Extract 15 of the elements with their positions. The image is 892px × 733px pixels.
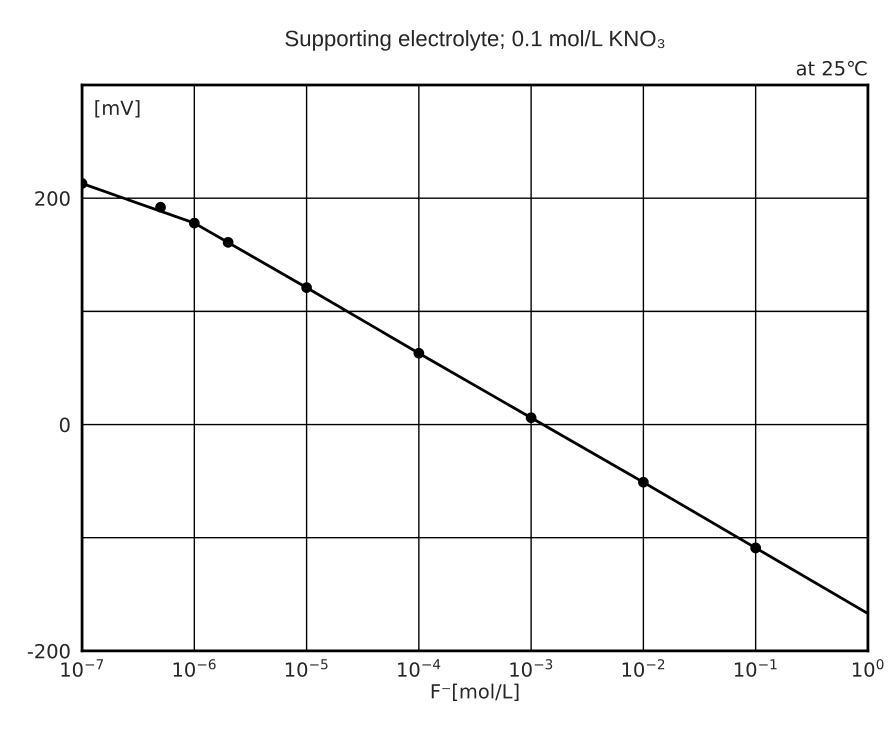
- text: at 25℃: [796, 60, 867, 76]
- y-tick-label: -200: [28, 644, 70, 659]
- y-axis-title: [mV]: [95, 100, 140, 118]
- y-tick-label: 0: [60, 418, 70, 432]
- chart-title: Supporting electrolyte; 0.1 mol/L KNO₃: [285, 30, 664, 51]
- x-tick-label: 10$^{−3}$: [510, 659, 552, 677]
- x-tick-label: 10$^{−4}$: [398, 659, 440, 677]
- x-tick-label: 10$^{−2}$: [622, 659, 664, 677]
- x-tick-label: 10$^{−7}$: [61, 659, 104, 677]
- x-axis-title: F⁻[mol/L]: [432, 684, 518, 701]
- x-tick-label: 10$^{−1}$: [734, 659, 777, 677]
- x-tick-label: 10$^{−5}$: [286, 659, 328, 677]
- y-tick-label: 200: [35, 191, 70, 206]
- x-tick-label: 10$^{0}$: [852, 659, 884, 677]
- x-tick-label: 10$^{−6}$: [174, 659, 216, 677]
